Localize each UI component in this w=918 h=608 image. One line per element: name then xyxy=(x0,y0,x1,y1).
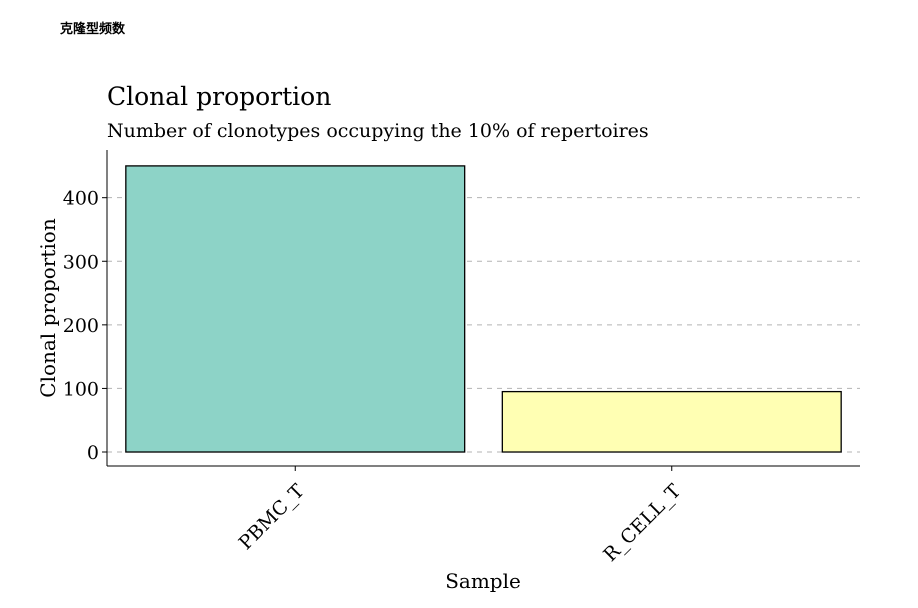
chart-title: Clonal proportion xyxy=(107,82,331,111)
y-tick-label: 200 xyxy=(63,315,99,337)
page-heading: 克隆型频数 xyxy=(60,22,126,37)
y-tick-label: 0 xyxy=(87,442,99,464)
x-tick-label: PBMC_T xyxy=(235,480,309,554)
y-axis-label: Clonal proportion xyxy=(36,218,60,398)
bar-r-cell-t xyxy=(501,390,842,453)
chart-subtitle: Number of clonotypes occupying the 10% o… xyxy=(107,120,649,142)
y-tick-label: 300 xyxy=(63,251,99,273)
y-ticks: 0 100 200 300 400 xyxy=(63,188,107,464)
y-tick-label: 100 xyxy=(63,378,99,400)
x-axis-label: Sample xyxy=(445,569,521,593)
bar-pbmc-t xyxy=(125,165,466,453)
y-tick-label: 400 xyxy=(63,188,99,210)
x-ticks: PBMC_T R_CELL_T xyxy=(235,466,686,566)
x-tick-label: R_CELL_T xyxy=(599,480,685,566)
bars xyxy=(125,165,842,453)
